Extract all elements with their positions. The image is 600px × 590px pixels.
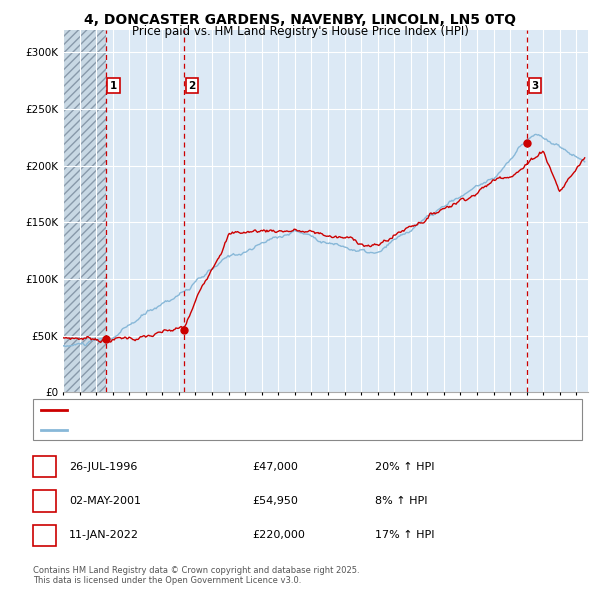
Text: HPI: Average price, semi-detached house, North Kesteven: HPI: Average price, semi-detached house,… (71, 425, 359, 434)
Text: 3: 3 (40, 529, 49, 542)
Text: Contains HM Land Registry data © Crown copyright and database right 2025.
This d: Contains HM Land Registry data © Crown c… (33, 566, 359, 585)
Text: £54,950: £54,950 (252, 496, 298, 506)
Text: 3: 3 (532, 81, 539, 91)
Text: 2: 2 (188, 81, 196, 91)
Text: 17% ↑ HPI: 17% ↑ HPI (375, 530, 434, 540)
Text: 4, DONCASTER GARDENS, NAVENBY, LINCOLN, LN5 0TQ: 4, DONCASTER GARDENS, NAVENBY, LINCOLN, … (84, 13, 516, 27)
Text: 1: 1 (40, 460, 49, 473)
Text: 26-JUL-1996: 26-JUL-1996 (69, 462, 137, 471)
Text: 11-JAN-2022: 11-JAN-2022 (69, 530, 139, 540)
Text: £220,000: £220,000 (252, 530, 305, 540)
Bar (527, 30, 588, 392)
Bar (106, 30, 184, 392)
Text: 4, DONCASTER GARDENS, NAVENBY, LINCOLN, LN5 0TQ (semi-detached house): 4, DONCASTER GARDENS, NAVENBY, LINCOLN, … (71, 405, 468, 415)
Text: 1: 1 (110, 81, 117, 91)
Text: 8% ↑ HPI: 8% ↑ HPI (375, 496, 427, 506)
Text: 2: 2 (40, 494, 49, 507)
Text: 02-MAY-2001: 02-MAY-2001 (69, 496, 141, 506)
Text: Price paid vs. HM Land Registry's House Price Index (HPI): Price paid vs. HM Land Registry's House … (131, 25, 469, 38)
Text: £47,000: £47,000 (252, 462, 298, 471)
Text: 20% ↑ HPI: 20% ↑ HPI (375, 462, 434, 471)
Bar (63, 30, 106, 392)
